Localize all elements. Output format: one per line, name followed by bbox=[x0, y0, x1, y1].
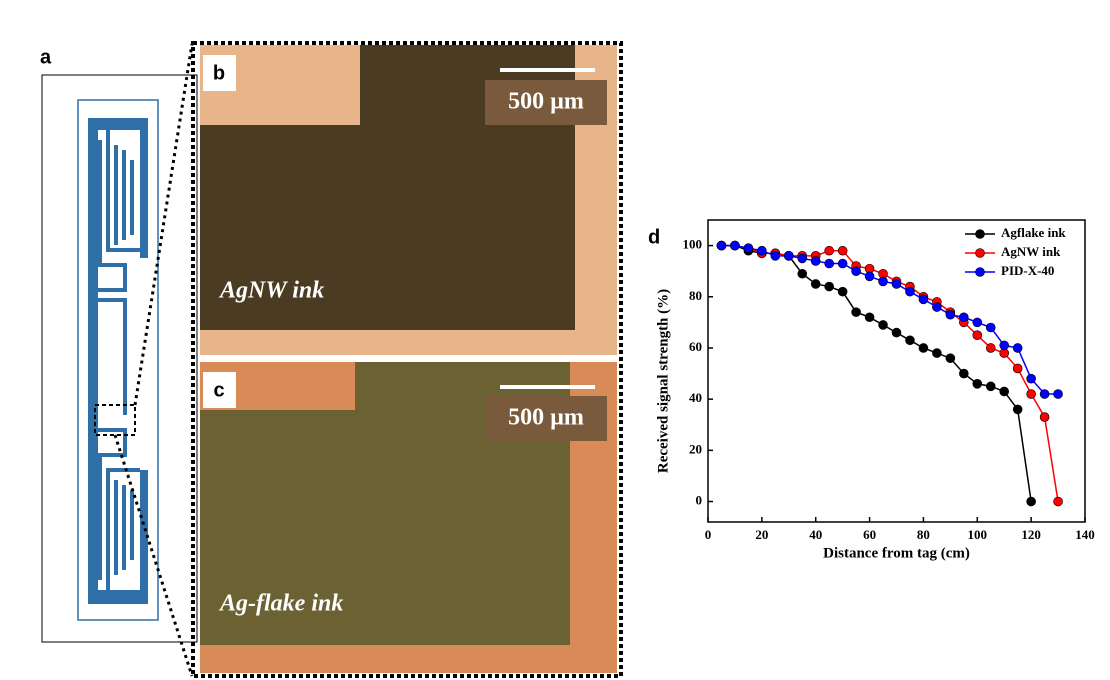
data-point bbox=[838, 259, 847, 268]
data-point bbox=[838, 287, 847, 296]
y-tick-label: 100 bbox=[683, 237, 703, 252]
zoom-line bbox=[115, 435, 192, 676]
data-point bbox=[717, 241, 726, 250]
panel-label: c bbox=[213, 379, 224, 401]
legend-marker bbox=[976, 230, 985, 239]
data-point bbox=[811, 279, 820, 288]
data-point bbox=[1013, 405, 1022, 414]
data-point bbox=[986, 323, 995, 332]
data-point bbox=[919, 343, 928, 352]
y-tick-label: 60 bbox=[689, 339, 702, 354]
y-axis-title: Received signal strength (%) bbox=[655, 289, 671, 473]
legend-marker bbox=[976, 268, 985, 277]
panel-label: a bbox=[40, 46, 52, 68]
x-tick-label: 140 bbox=[1075, 527, 1095, 542]
data-point bbox=[1013, 364, 1022, 373]
y-tick-label: 80 bbox=[689, 288, 702, 303]
legend-label: Agflake ink bbox=[1001, 225, 1066, 240]
data-point bbox=[905, 336, 914, 345]
data-point bbox=[1027, 497, 1036, 506]
y-tick-label: 40 bbox=[689, 390, 702, 405]
data-point bbox=[932, 303, 941, 312]
data-point bbox=[905, 287, 914, 296]
data-point bbox=[798, 254, 807, 263]
figure: a b 500 µm AgNW ink c 500 µm Ag-flake in… bbox=[0, 0, 1110, 680]
data-point bbox=[879, 277, 888, 286]
data-point bbox=[973, 318, 982, 327]
data-point bbox=[1040, 390, 1049, 399]
caption: Ag-flake ink bbox=[218, 591, 343, 617]
chart: 0 20 40 60 80 100 120 140 0 20 40 60 80 100 Distance f… bbox=[655, 225, 1094, 561]
x-tick-label: 120 bbox=[1021, 527, 1041, 542]
x-tick-label: 0 bbox=[705, 527, 712, 542]
data-point bbox=[879, 320, 888, 329]
data-point bbox=[1000, 387, 1009, 396]
data-point bbox=[973, 331, 982, 340]
data-point bbox=[892, 279, 901, 288]
legend-label: PID-X-40 bbox=[1001, 263, 1054, 278]
data-point bbox=[959, 313, 968, 322]
data-point bbox=[771, 251, 780, 260]
data-point bbox=[865, 313, 874, 322]
data-point bbox=[1054, 497, 1063, 506]
data-point bbox=[919, 295, 928, 304]
x-tick-label: 40 bbox=[809, 527, 822, 542]
panel-label: d bbox=[648, 226, 660, 248]
y-tick-label: 0 bbox=[696, 493, 703, 508]
series-line bbox=[721, 246, 1058, 502]
scale-label: 500 µm bbox=[508, 89, 584, 115]
x-tick-label: 60 bbox=[863, 527, 876, 542]
data-point bbox=[1013, 343, 1022, 352]
data-point bbox=[932, 349, 941, 358]
data-point bbox=[838, 246, 847, 255]
data-point bbox=[825, 259, 834, 268]
tag-schematic bbox=[78, 100, 158, 620]
data-point bbox=[1054, 390, 1063, 399]
legend-label: AgNW ink bbox=[1001, 244, 1061, 259]
data-point bbox=[784, 251, 793, 260]
data-point bbox=[744, 244, 753, 253]
data-point bbox=[757, 246, 766, 255]
data-point bbox=[811, 256, 820, 265]
data-point bbox=[730, 241, 739, 250]
data-point bbox=[959, 369, 968, 378]
data-point bbox=[986, 343, 995, 352]
data-point bbox=[946, 354, 955, 363]
data-point bbox=[1000, 341, 1009, 350]
scale-label: 500 µm bbox=[508, 405, 584, 431]
y-tick-label: 20 bbox=[689, 441, 702, 456]
data-point bbox=[1027, 374, 1036, 383]
data-point bbox=[1040, 413, 1049, 422]
data-point bbox=[973, 379, 982, 388]
data-point bbox=[892, 328, 901, 337]
x-tick-label: 100 bbox=[968, 527, 988, 542]
caption: AgNW ink bbox=[218, 278, 324, 304]
x-tick-label: 20 bbox=[755, 527, 768, 542]
data-point bbox=[852, 308, 861, 317]
page: {"schematic": {"label": "a"}, "micrograp… bbox=[0, 0, 1110, 680]
data-point bbox=[865, 272, 874, 281]
data-point bbox=[852, 267, 861, 276]
data-point bbox=[798, 269, 807, 278]
data-point bbox=[1027, 390, 1036, 399]
data-point bbox=[946, 310, 955, 319]
data-point bbox=[825, 282, 834, 291]
data-point bbox=[986, 382, 995, 391]
panel-label: b bbox=[213, 62, 225, 84]
series-line bbox=[721, 246, 1031, 502]
x-tick-label: 80 bbox=[917, 527, 930, 542]
legend-marker bbox=[976, 249, 985, 258]
x-axis-title: Distance from tag (cm) bbox=[823, 545, 970, 561]
data-point bbox=[825, 246, 834, 255]
